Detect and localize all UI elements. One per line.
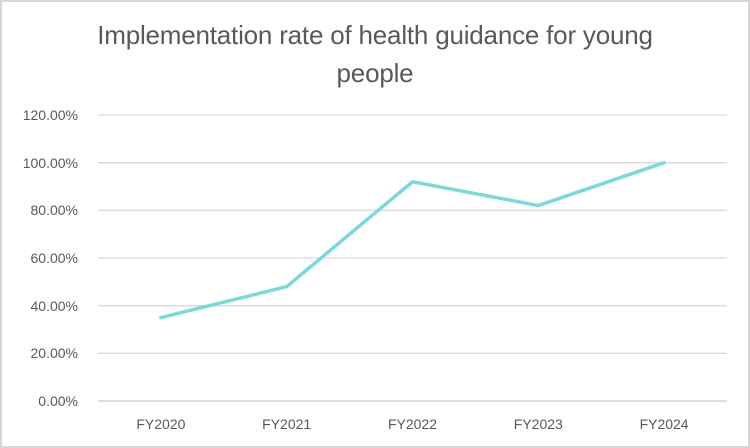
y-axis-tick-label: 0.00%: [38, 393, 78, 409]
y-axis-tick-label: 60.00%: [30, 250, 78, 266]
y-axis-tick-label: 80.00%: [30, 202, 78, 219]
x-axis-category-label: FY2024: [639, 416, 689, 432]
y-axis-tick-label: 100.00%: [22, 154, 78, 171]
y-axis-tick-label: 20.00%: [30, 345, 78, 362]
y-axis-tick-label: 40.00%: [30, 297, 78, 314]
x-axis-category-label: FY2021: [262, 416, 312, 432]
chart-title: Implementation rate of health guidance f…: [97, 20, 653, 88]
y-axis-tick-label: 120.00%: [22, 107, 78, 123]
x-axis-category-label: FY2022: [387, 416, 438, 432]
x-axis-category-label: FY2020: [136, 416, 186, 432]
x-axis-category-label: FY2023: [513, 416, 563, 432]
data-series-line: [159, 160, 666, 320]
